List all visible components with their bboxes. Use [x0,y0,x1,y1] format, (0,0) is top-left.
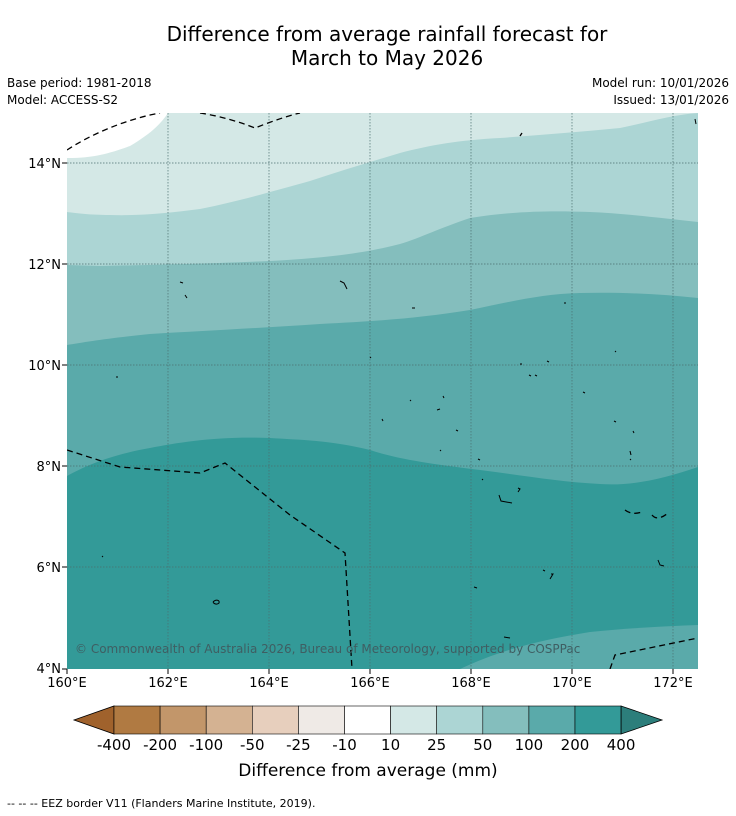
colorbar-tick-label: 200 [561,736,590,754]
map-title: Difference from average rainfall forecas… [0,22,736,70]
title-line-2: March to May 2026 [290,46,484,70]
colorbar-label: Difference from average (mm) [238,761,498,781]
colorbar-tick-label: 25 [427,736,446,754]
colorbar-tick-label: 10 [381,736,400,754]
colorbar-extend-low [72,705,115,735]
model-run: Model run: 10/01/2026 [591,76,729,90]
meta-right: Model run: 10/01/2026 Issued: 13/01/2026 [592,75,729,109]
colorbar: -400 -200 -100 -50 -25 -10 10 25 50 100 200 400 [72,705,664,754]
colorbar-tick-label: -25 [286,736,311,754]
colorbar-segment [390,705,438,735]
lon-label: 168°E [451,676,491,691]
colorbar-tick-label: -50 [240,736,265,754]
meta-left: Base period: 1981-2018 Model: ACCESS-S2 [7,75,152,109]
lat-label: 4°N [37,662,62,677]
colorbar-tick-label: 100 [515,736,544,754]
lon-label: 170°E [552,676,592,691]
colorbar-tick-label: -400 [97,736,131,754]
copyright-credit: © Commonwealth of Australia 2026, Bureau… [75,642,580,656]
lat-ticks [62,162,67,670]
colorbar-segment [344,705,391,735]
colorbar-tick-label: 400 [607,736,636,754]
graticule [67,113,698,669]
lon-ticks [66,669,674,674]
colorbar-segment [298,705,345,735]
colorbar-segment [205,705,253,735]
lon-label: 166°E [350,676,390,691]
base-period: Base period: 1981-2018 [7,76,152,90]
colorbar-segment [482,705,530,735]
band-minus10-10 [67,113,168,158]
lon-label: 162°E [148,676,188,691]
lat-label: 8°N [37,460,62,475]
colorbar-segment [528,705,576,735]
colorbar-segment [436,705,484,735]
eez-border [67,113,698,669]
rainfall-map: © Commonwealth of Australia 2026, Bureau… [67,113,698,669]
issued-date: Issued: 13/01/2026 [613,93,729,107]
band-10-25 [67,113,698,216]
lon-labels: 160°E 162°E 164°E 166°E 168°E 170°E 172°… [47,676,693,691]
colorbar-segment [574,705,622,735]
lon-label: 172°E [653,676,693,691]
colorbar-segment [252,705,299,735]
lat-label: 10°N [28,359,61,374]
lat-label: 6°N [37,561,62,576]
colorbar-extend-high [620,705,664,735]
colorbar-segment [159,705,207,735]
title-line-1: Difference from average rainfall forecas… [166,22,608,46]
colorbar-segment [113,705,161,735]
lat-label: 12°N [28,258,61,273]
lat-labels: 14°N 12°N 10°N 8°N 6°N 4°N [28,157,61,677]
colorbar-tick-label: -10 [332,736,357,754]
footer-note: -- -- -- EEZ border V11 (Flanders Marine… [7,797,316,810]
colorbar-tick-label: -100 [189,736,223,754]
islands [101,118,697,639]
lon-label: 164°E [249,676,289,691]
band-100-200-south [460,625,698,669]
model-name: Model: ACCESS-S2 [7,93,119,107]
colorbar-tick-label: 50 [473,736,492,754]
colorbar-tick-label: -200 [143,736,177,754]
lat-label: 14°N [28,157,61,172]
lon-label: 160°E [47,676,87,691]
